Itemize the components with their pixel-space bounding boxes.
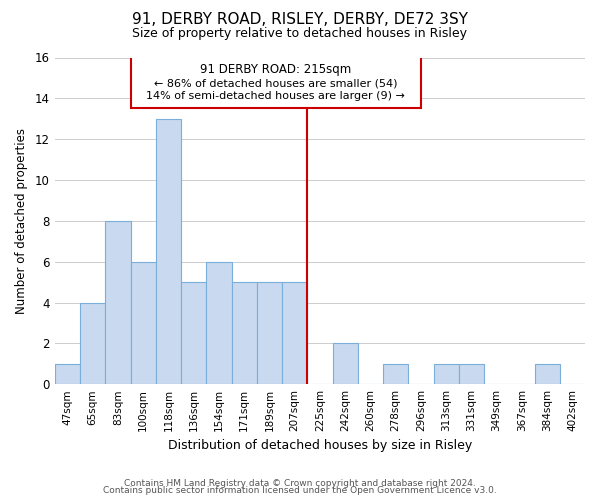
Text: Size of property relative to detached houses in Risley: Size of property relative to detached ho… bbox=[133, 28, 467, 40]
Text: 91, DERBY ROAD, RISLEY, DERBY, DE72 3SY: 91, DERBY ROAD, RISLEY, DERBY, DE72 3SY bbox=[132, 12, 468, 28]
Bar bbox=[131, 56, 421, 108]
Bar bbox=[156, 119, 181, 384]
Text: ← 86% of detached houses are smaller (54): ← 86% of detached houses are smaller (54… bbox=[154, 78, 397, 88]
Text: 14% of semi-detached houses are larger (9) →: 14% of semi-detached houses are larger (… bbox=[146, 91, 405, 101]
Bar bbox=[332, 344, 358, 384]
Bar bbox=[257, 282, 282, 384]
Bar bbox=[459, 364, 484, 384]
X-axis label: Distribution of detached houses by size in Risley: Distribution of detached houses by size … bbox=[168, 440, 472, 452]
Y-axis label: Number of detached properties: Number of detached properties bbox=[15, 128, 28, 314]
Bar bbox=[282, 282, 307, 384]
Text: Contains HM Land Registry data © Crown copyright and database right 2024.: Contains HM Land Registry data © Crown c… bbox=[124, 478, 476, 488]
Bar bbox=[434, 364, 459, 384]
Bar bbox=[206, 262, 232, 384]
Bar bbox=[106, 221, 131, 384]
Bar bbox=[181, 282, 206, 384]
Bar bbox=[55, 364, 80, 384]
Bar bbox=[131, 262, 156, 384]
Bar bbox=[535, 364, 560, 384]
Bar bbox=[383, 364, 408, 384]
Text: 91 DERBY ROAD: 215sqm: 91 DERBY ROAD: 215sqm bbox=[200, 62, 352, 76]
Bar bbox=[80, 302, 106, 384]
Text: Contains public sector information licensed under the Open Government Licence v3: Contains public sector information licen… bbox=[103, 486, 497, 495]
Bar bbox=[232, 282, 257, 384]
